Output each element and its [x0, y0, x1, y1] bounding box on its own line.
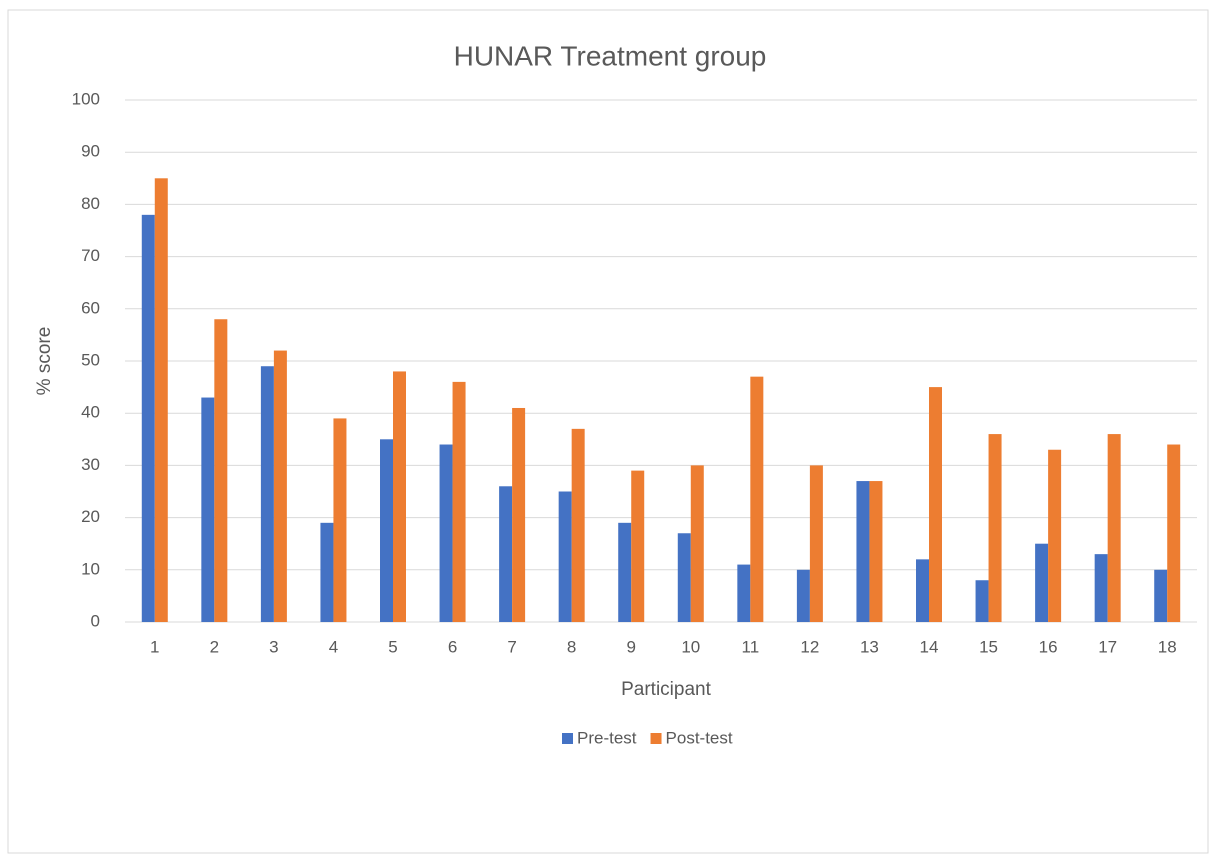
x-tick-label: 15 [979, 637, 998, 656]
bar [1035, 543, 1049, 622]
bar [260, 366, 274, 622]
bar [856, 481, 870, 622]
bar [558, 491, 572, 622]
x-tick-label: 1 [150, 637, 159, 656]
x-tick-label: 12 [800, 637, 819, 656]
bar [750, 376, 764, 622]
x-tick-label: 5 [388, 637, 397, 656]
y-axis-label: % score [34, 327, 55, 396]
bar [1167, 444, 1181, 622]
y-tick-label: 20 [81, 507, 100, 526]
bar [869, 481, 883, 622]
legend-swatch [650, 733, 662, 744]
bar [499, 486, 513, 622]
y-tick-label: 90 [81, 142, 100, 161]
bar [380, 439, 393, 622]
legend-label: Pre-test [577, 728, 637, 747]
bar [796, 569, 810, 622]
chart-title: HUNAR Treatment group [454, 40, 767, 71]
y-tick-label: 80 [81, 194, 100, 213]
bar [1048, 449, 1062, 622]
bar [393, 371, 406, 622]
y-tick-label: 50 [81, 350, 100, 369]
x-tick-label: 18 [1158, 637, 1177, 656]
bar [320, 522, 334, 622]
x-tick-label: 16 [1039, 637, 1058, 656]
bar [737, 564, 751, 622]
x-axis-label: Participant [621, 679, 711, 700]
bar [452, 381, 466, 622]
x-tick-label: 4 [329, 637, 338, 656]
legend-label: Post-test [666, 728, 733, 747]
x-tick-label: 8 [567, 637, 576, 656]
bar [333, 418, 347, 622]
bar [618, 522, 632, 622]
bar [571, 428, 585, 622]
y-tick-label: 30 [81, 455, 100, 474]
bar [141, 214, 155, 622]
y-tick-label: 70 [81, 246, 100, 265]
x-tick-label: 17 [1098, 637, 1117, 656]
bar [916, 559, 929, 622]
x-tick-label: 9 [626, 637, 635, 656]
bar [273, 350, 287, 622]
bar [988, 434, 1002, 622]
bar [929, 387, 942, 622]
y-tick-label: 60 [81, 298, 100, 317]
y-tick-label: 100 [72, 89, 100, 108]
y-tick-label: 40 [81, 403, 100, 422]
bar [1107, 434, 1121, 622]
x-tick-label: 7 [507, 637, 516, 656]
bar [975, 580, 989, 622]
x-tick-label: 11 [742, 637, 760, 656]
bar [201, 397, 215, 622]
bar [512, 407, 526, 622]
bar [1154, 569, 1168, 622]
bar [677, 533, 691, 622]
x-tick-label: 3 [269, 637, 278, 656]
bar [809, 465, 823, 622]
bar [631, 470, 645, 622]
x-tick-label: 13 [860, 637, 879, 656]
bar [439, 444, 453, 622]
x-tick-label: 2 [210, 637, 219, 656]
bar [690, 465, 704, 622]
bar [214, 319, 228, 622]
y-tick-label: 10 [81, 559, 100, 578]
chart-border [7, 9, 1209, 854]
x-tick-label: 6 [448, 637, 457, 656]
bar [154, 178, 168, 623]
bar [1094, 554, 1108, 622]
legend-swatch [562, 733, 573, 744]
x-tick-label: 10 [681, 637, 700, 656]
x-tick-label: 14 [920, 637, 939, 656]
y-tick-label: 0 [91, 611, 100, 630]
